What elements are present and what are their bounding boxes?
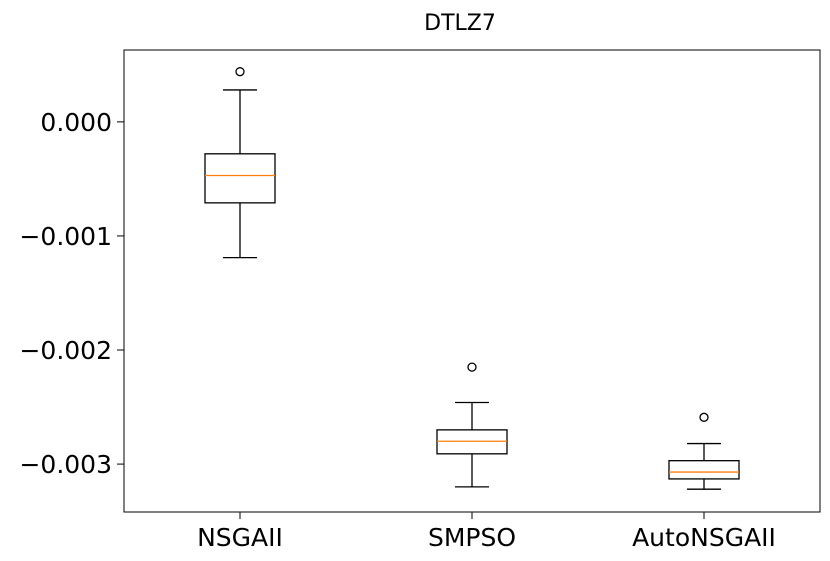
y-tick-label: −0.001 (19, 222, 112, 251)
x-tick-label: NSGAII (197, 523, 283, 552)
y-axis: 0.000 −0.001 −0.002 −0.003 (19, 108, 124, 479)
box-autonsgaii (668, 412, 740, 490)
box-smpso (436, 362, 508, 488)
y-tick-label: −0.002 (19, 336, 112, 365)
outlier-point (699, 412, 709, 422)
y-tick-label: −0.003 (19, 450, 112, 479)
iqr-box (668, 460, 740, 480)
x-tick-label: AutoNSGAII (632, 523, 776, 552)
box-nsgaii (204, 67, 276, 259)
chart-title: DTLZ7 (424, 11, 496, 36)
outlier-point (235, 67, 245, 77)
x-tick-label: SMPSO (428, 523, 516, 552)
outlier-point (467, 362, 477, 372)
plot-frame (123, 49, 821, 513)
boxes (204, 67, 740, 490)
x-axis: NSGAII SMPSO AutoNSGAII (197, 512, 776, 552)
y-tick-label: 0.000 (40, 108, 112, 137)
iqr-box (204, 153, 276, 204)
